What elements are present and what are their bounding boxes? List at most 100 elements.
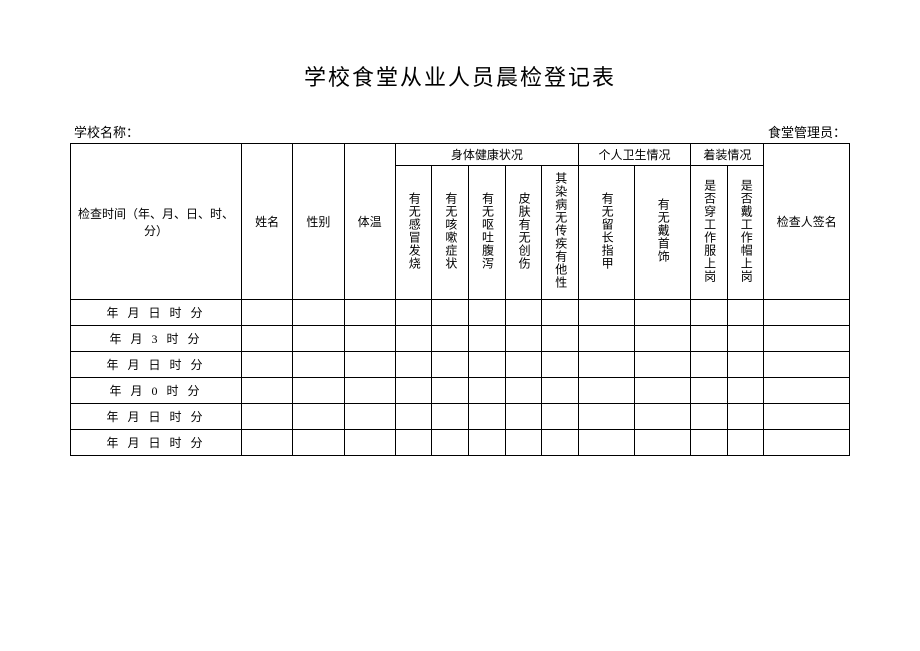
- cell: [293, 404, 344, 430]
- cell: [691, 430, 728, 456]
- cell: [241, 404, 292, 430]
- cell: [542, 352, 579, 378]
- cell: [505, 378, 542, 404]
- cell: [542, 404, 579, 430]
- cell: [395, 326, 432, 352]
- col-health1: 有无感冒发烧: [395, 166, 432, 300]
- cell: [691, 352, 728, 378]
- cell: [293, 430, 344, 456]
- cell: [578, 430, 634, 456]
- cell: [241, 430, 292, 456]
- cell: [293, 300, 344, 326]
- table-row: 年 月 日 时 分: [71, 352, 850, 378]
- cell: [469, 378, 506, 404]
- cell: [635, 352, 691, 378]
- table-row: 年 月 3 时 分: [71, 326, 850, 352]
- cell: [293, 326, 344, 352]
- cell: [505, 352, 542, 378]
- cell: [241, 378, 292, 404]
- cell: [344, 326, 395, 352]
- cell-time: 年 月 日 时 分: [71, 430, 242, 456]
- cell: [578, 378, 634, 404]
- cell: [344, 378, 395, 404]
- cell: [727, 352, 764, 378]
- cell: [764, 430, 850, 456]
- col-health-group: 身体健康状况: [395, 144, 578, 166]
- cell: [432, 378, 469, 404]
- cell: [764, 352, 850, 378]
- col-dress-group: 着装情况: [691, 144, 764, 166]
- cell: [691, 300, 728, 326]
- cell: [395, 300, 432, 326]
- table-row: 年 月 0 时 分: [71, 378, 850, 404]
- cell: [432, 352, 469, 378]
- cell: [578, 300, 634, 326]
- cell: [635, 404, 691, 430]
- cell: [432, 326, 469, 352]
- col-dress1: 是否穿工作服上岗: [691, 166, 728, 300]
- cell: [395, 352, 432, 378]
- cell: [469, 352, 506, 378]
- cell: [344, 352, 395, 378]
- cell: [727, 378, 764, 404]
- col-dress2: 是否戴工作帽上岗: [727, 166, 764, 300]
- cell: [635, 430, 691, 456]
- cell: [764, 404, 850, 430]
- col-health2: 有无咳嗽症状: [432, 166, 469, 300]
- cell: [578, 352, 634, 378]
- cell: [578, 326, 634, 352]
- cell: [542, 430, 579, 456]
- cell: [578, 404, 634, 430]
- cell: [635, 300, 691, 326]
- cell: [635, 326, 691, 352]
- col-gender: 性别: [293, 144, 344, 300]
- cell: [542, 378, 579, 404]
- col-time: 检查时间（年、月、日、时、分）: [71, 144, 242, 300]
- cell: [691, 378, 728, 404]
- inspection-table: 检查时间（年、月、日、时、分） 姓名 性别 体温 身体健康状况 个人卫生情况 着…: [70, 143, 850, 456]
- school-label: 学校名称：: [74, 122, 139, 141]
- meta-row: 学校名称： 食堂管理员：: [70, 122, 850, 141]
- cell: [241, 352, 292, 378]
- manager-label: 食堂管理员：: [768, 122, 846, 141]
- cell: [505, 404, 542, 430]
- col-signature: 检查人签名: [764, 144, 850, 300]
- cell: [764, 326, 850, 352]
- cell: [432, 300, 469, 326]
- cell: [764, 300, 850, 326]
- cell: [469, 430, 506, 456]
- cell-time: 年 月 日 时 分: [71, 352, 242, 378]
- cell: [691, 404, 728, 430]
- col-hygiene2: 有无戴首饰: [635, 166, 691, 300]
- page-title: 学校食堂从业人员晨检登记表: [70, 60, 850, 92]
- col-hygiene-group: 个人卫生情况: [578, 144, 690, 166]
- cell: [727, 326, 764, 352]
- cell: [395, 430, 432, 456]
- cell: [764, 378, 850, 404]
- cell: [469, 300, 506, 326]
- cell: [727, 430, 764, 456]
- cell: [432, 404, 469, 430]
- cell: [293, 378, 344, 404]
- col-health4: 皮肤有无创伤: [505, 166, 542, 300]
- cell: [395, 378, 432, 404]
- cell-time: 年 月 日 时 分: [71, 404, 242, 430]
- col-hygiene1: 有无留长指甲: [578, 166, 634, 300]
- cell: [241, 300, 292, 326]
- cell: [241, 326, 292, 352]
- cell: [542, 326, 579, 352]
- cell: [469, 404, 506, 430]
- table-row: 年 月 日 时 分: [71, 430, 850, 456]
- cell: [395, 404, 432, 430]
- cell: [691, 326, 728, 352]
- cell-time: 年 月 3 时 分: [71, 326, 242, 352]
- cell: [542, 300, 579, 326]
- cell: [432, 430, 469, 456]
- cell: [344, 300, 395, 326]
- cell: [505, 430, 542, 456]
- cell-time: 年 月 0 时 分: [71, 378, 242, 404]
- cell: [635, 378, 691, 404]
- cell: [727, 300, 764, 326]
- cell: [293, 352, 344, 378]
- cell: [727, 404, 764, 430]
